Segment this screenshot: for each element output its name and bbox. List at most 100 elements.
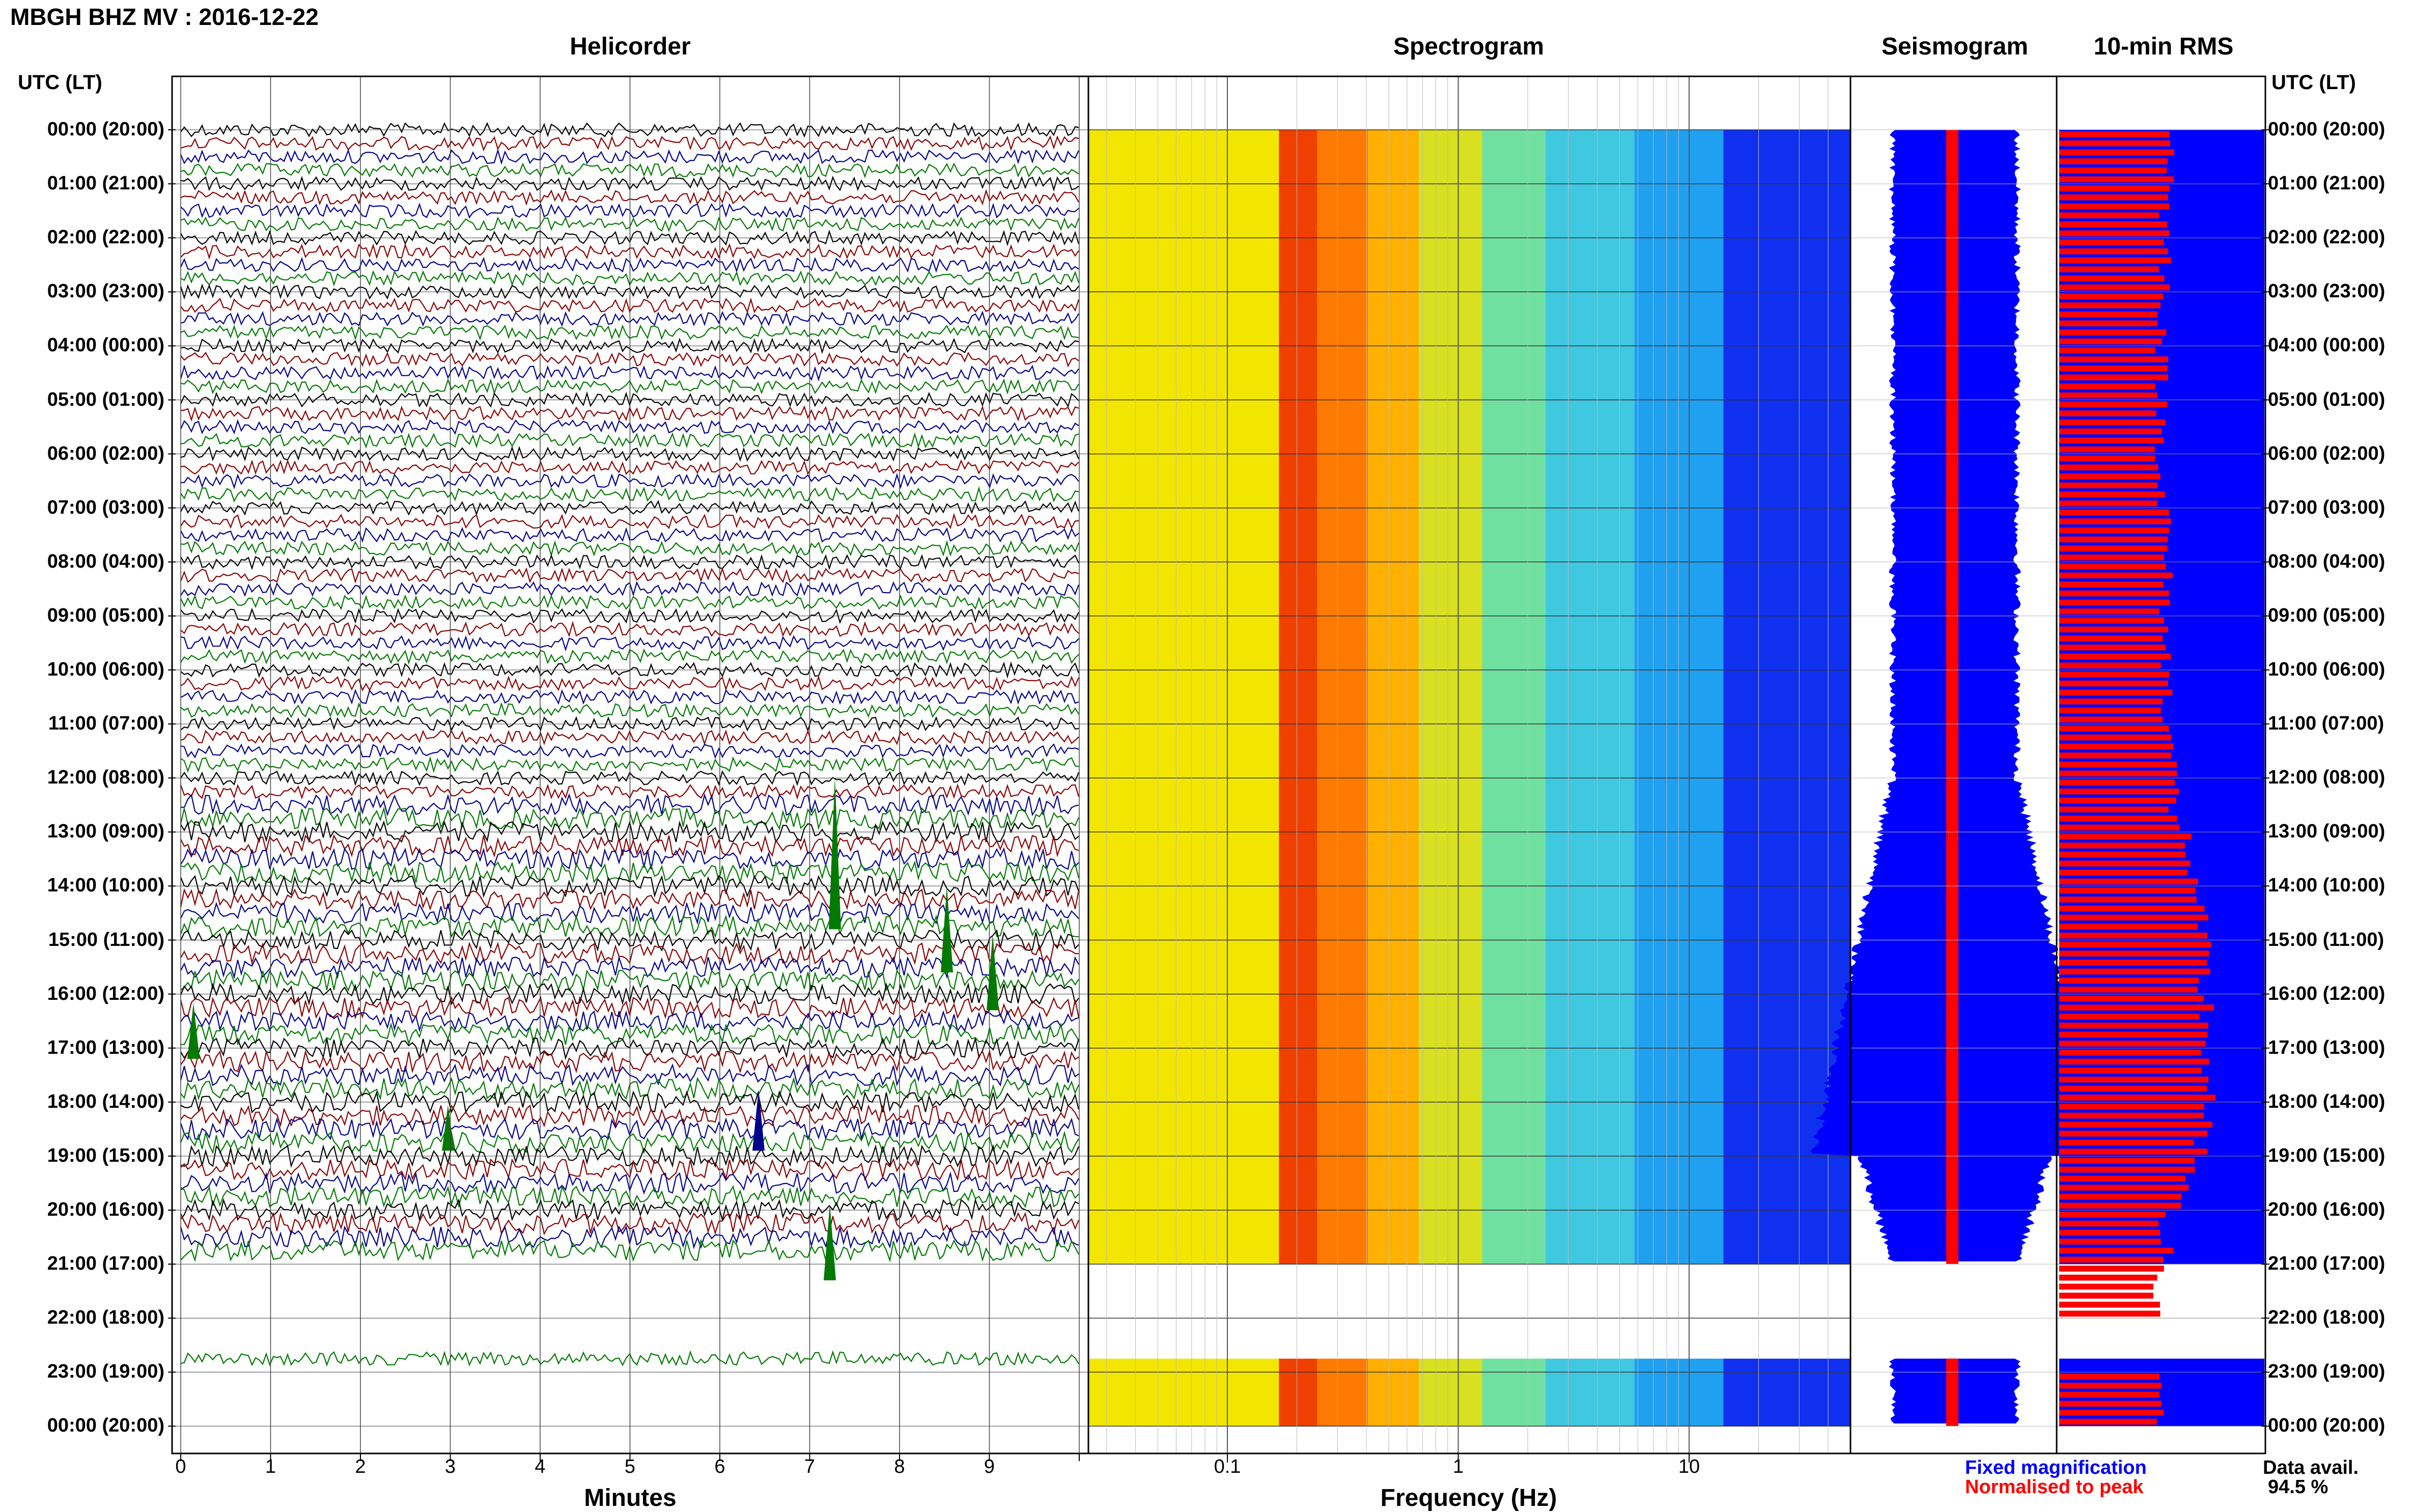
rms-panel [2057, 129, 2265, 1426]
rms-bar [2059, 617, 2164, 624]
hour-label-right: 17:00 (13:00) [2268, 1037, 2386, 1058]
spectrogram-band [1202, 1358, 1216, 1426]
spectrogram-band [1418, 1358, 1432, 1426]
spectrogram-band [1444, 130, 1457, 1265]
spectrogram-band [1596, 130, 1610, 1265]
minute-tick-label: 0 [175, 1456, 186, 1477]
spectrogram-band [1215, 1358, 1229, 1426]
hour-label-right: 03:00 (23:00) [2268, 281, 2386, 302]
rms-bar [2059, 545, 2168, 552]
rms-bar [2059, 1058, 2209, 1065]
spectrogram-band [1558, 130, 1572, 1265]
spectrogram-band [1774, 1358, 1788, 1426]
helicorder-event [824, 1203, 836, 1280]
rms-bar [2059, 1410, 2164, 1416]
hour-label-left: 19:00 (15:00) [47, 1144, 164, 1166]
spectrogram-band [1533, 1358, 1547, 1426]
rms-bar [2059, 356, 2168, 362]
spectrogram-band [1710, 1358, 1724, 1426]
spectrogram-band [1266, 130, 1280, 1265]
rms-bar [2059, 1031, 2208, 1038]
rms-bar [2059, 410, 2156, 416]
spectrogram-band [1812, 1358, 1826, 1426]
hour-label-left: 01:00 (21:00) [47, 173, 164, 194]
rms-bar [2059, 464, 2158, 470]
spectrogram-band [1749, 130, 1762, 1265]
minute-tick-label: 4 [535, 1456, 546, 1477]
spectrogram-band [1787, 130, 1801, 1265]
rms-bar [2059, 383, 2155, 389]
rms-bar [2059, 311, 2157, 318]
hour-label-left: 18:00 (14:00) [47, 1090, 164, 1112]
minutes-axis-label: Minutes [584, 1485, 677, 1511]
hour-label-right: 06:00 (02:00) [2268, 442, 2386, 464]
rms-bar [2059, 419, 2166, 426]
rms-bar [2059, 1391, 2159, 1398]
hour-label-right: 22:00 (18:00) [2268, 1307, 2386, 1329]
spectrogram-title: Spectrogram [1393, 33, 1545, 60]
rms-bar [2059, 1095, 2216, 1101]
rms-bar [2059, 302, 2161, 309]
spectrogram-band [1431, 130, 1445, 1265]
spectrogram-band [1621, 1358, 1635, 1426]
spectrogram-band [1380, 1358, 1394, 1426]
spectrogram-band [1621, 130, 1635, 1265]
spectrogram-band [1367, 1358, 1381, 1426]
hour-label-left: 03:00 (23:00) [47, 281, 164, 302]
spectrogram-band [1495, 130, 1508, 1265]
hour-label-left: 12:00 (08:00) [47, 767, 164, 789]
spectrogram-band [1342, 1358, 1356, 1426]
rms-bar [2059, 581, 2164, 587]
spectrogram-band [1685, 1358, 1699, 1426]
spectrogram-band [1774, 130, 1788, 1265]
hour-label-left: 21:00 (17:00) [47, 1253, 164, 1275]
frequency-tick-label: 10 [1678, 1456, 1700, 1477]
spectrogram-band [1406, 1358, 1419, 1426]
spectrogram-band [1317, 130, 1331, 1265]
rms-bar [2059, 824, 2180, 831]
rms-bar [2059, 1382, 2162, 1389]
rms-bar [2059, 1041, 2206, 1047]
rms-bar [2059, 870, 2187, 876]
rms-bar [2059, 1266, 2164, 1272]
data-avail-label: Data avail. [2263, 1457, 2359, 1478]
hour-label-right: 08:00 (04:00) [2268, 550, 2386, 572]
hour-label-right: 16:00 (12:00) [2268, 983, 2386, 1004]
rms-bar [2059, 482, 2158, 489]
spectrogram-band [1304, 1358, 1318, 1426]
spectrogram-band [1418, 130, 1432, 1265]
hour-label-left: 20:00 (16:00) [47, 1199, 164, 1220]
hour-label-left: 06:00 (02:00) [47, 442, 164, 464]
rms-bar [2059, 1283, 2153, 1290]
hour-label-left: 17:00 (13:00) [47, 1037, 164, 1058]
spectrogram-band [1482, 130, 1496, 1265]
spectrogram-band [1571, 1358, 1585, 1426]
hour-label-left: 22:00 (18:00) [47, 1307, 164, 1329]
spectrogram-band [1800, 1358, 1813, 1426]
rms-bar [2059, 743, 2174, 750]
hour-label-left: 23:00 (19:00) [47, 1361, 164, 1383]
seismogram-normalised-trace [1946, 1358, 1958, 1426]
seismogram-normalised-trace [1946, 130, 1958, 1265]
rms-bar [2059, 590, 2169, 597]
rms-bar [2059, 680, 2168, 687]
rms-bar [2059, 428, 2162, 435]
rms-bar [2059, 1247, 2173, 1254]
spectrogram-band [1330, 130, 1343, 1265]
spectrogram-band [1113, 1358, 1127, 1426]
rms-bar [2059, 941, 2211, 948]
rms-bar [2059, 473, 2161, 480]
rms-bar [2059, 653, 2171, 660]
spectrogram-band [1101, 130, 1114, 1265]
rms-bar [2059, 986, 2198, 993]
helicorder-event [829, 776, 841, 930]
spectrogram-band [1190, 1358, 1203, 1426]
spectrogram-band [1101, 1358, 1114, 1426]
hour-label-left: 09:00 (05:00) [47, 604, 164, 626]
spectrogram-band [1520, 130, 1534, 1265]
spectrogram-band [1088, 1358, 1102, 1426]
spectrogram-band [1177, 130, 1191, 1265]
helicorder-event [442, 1105, 454, 1151]
rms-bar [2059, 1103, 2204, 1110]
spectrogram-band [1749, 1358, 1762, 1426]
